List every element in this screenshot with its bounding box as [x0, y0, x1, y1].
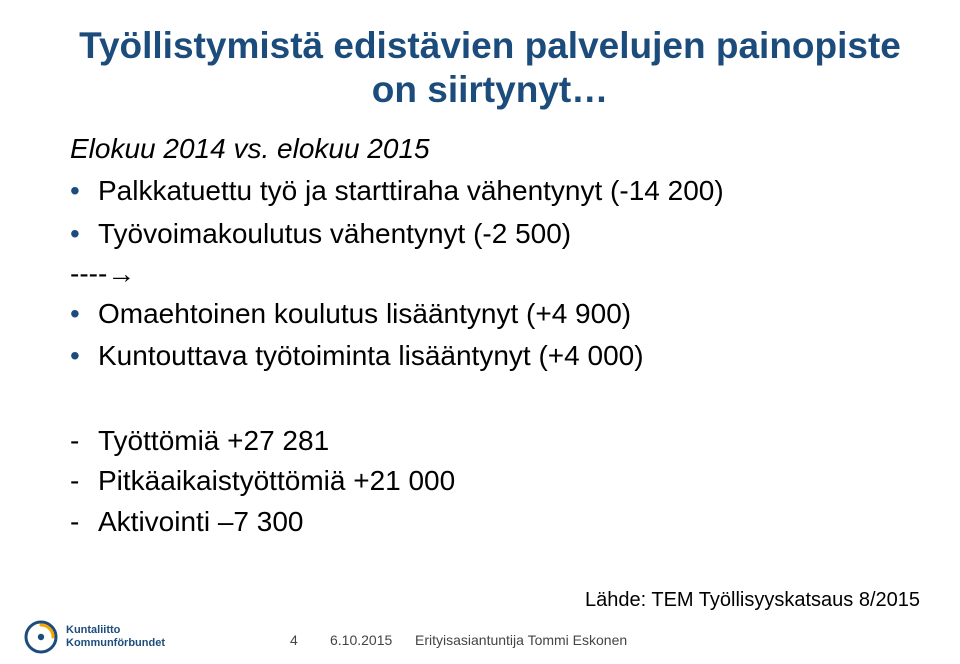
bullet-text: Palkkatuettu työ ja starttiraha vähentyn…	[98, 173, 724, 209]
page-number: 4	[290, 632, 298, 648]
bullet-list-top: • Palkkatuettu työ ja starttiraha vähent…	[70, 173, 920, 252]
bullet-dot-icon: •	[70, 296, 98, 332]
bullet-text: Kuntouttava työtoiminta lisääntynyt (+4 …	[98, 338, 644, 374]
bullet-dot-icon: •	[70, 216, 98, 252]
slide: Työllistymistä edistävien palvelujen pai…	[0, 0, 960, 664]
bullet-text: Omaehtoinen koulutus lisääntynyt (+4 900…	[98, 296, 631, 332]
slide-subtitle: Elokuu 2014 vs. elokuu 2015	[70, 133, 920, 165]
bullet-text: Työvoimakoulutus vähentynyt (-2 500)	[98, 216, 571, 252]
dash-item: - Aktivointi –7 300	[70, 504, 920, 540]
arrow-line: ----→	[70, 258, 920, 290]
dash-text: Aktivointi –7 300	[98, 504, 303, 540]
bullet-item: • Kuntouttava työtoiminta lisääntynyt (+…	[70, 338, 920, 374]
dash-list: - Työttömiä +27 281 - Pitkäaikaistyöttöm…	[70, 423, 920, 540]
bullet-item: • Työvoimakoulutus vähentynyt (-2 500)	[70, 216, 920, 252]
footer-author: Erityisasiantuntija Tommi Eskonen	[415, 632, 627, 648]
logo: Kuntaliitto Kommunförbundet	[24, 620, 165, 654]
dash-mark-icon: -	[70, 463, 98, 499]
dash-text: Pitkäaikaistyöttömiä +21 000	[98, 463, 455, 499]
source-text: Lähde: TEM Työllisyyskatsaus 8/2015	[585, 589, 920, 612]
bullet-dot-icon: •	[70, 338, 98, 374]
bullet-dot-icon: •	[70, 173, 98, 209]
logo-icon	[24, 620, 58, 654]
dash-text: Työttömiä +27 281	[98, 423, 329, 459]
dash-mark-icon: -	[70, 423, 98, 459]
bullet-list-bottom: • Omaehtoinen koulutus lisääntynyt (+4 9…	[70, 296, 920, 375]
footer-date: 6.10.2015	[330, 632, 392, 648]
slide-title: Työllistymistä edistävien palvelujen pai…	[60, 24, 920, 111]
dash-item: - Pitkäaikaistyöttömiä +21 000	[70, 463, 920, 499]
logo-text: Kuntaliitto Kommunförbundet	[66, 624, 165, 649]
footer: Kuntaliitto Kommunförbundet 4 6.10.2015 …	[0, 618, 960, 654]
bullet-item: • Palkkatuettu työ ja starttiraha vähent…	[70, 173, 920, 209]
bullet-item: • Omaehtoinen koulutus lisääntynyt (+4 9…	[70, 296, 920, 332]
logo-line2: Kommunförbundet	[66, 637, 165, 650]
dash-item: - Työttömiä +27 281	[70, 423, 920, 459]
logo-line1: Kuntaliitto	[66, 624, 165, 637]
dash-mark-icon: -	[70, 504, 98, 540]
